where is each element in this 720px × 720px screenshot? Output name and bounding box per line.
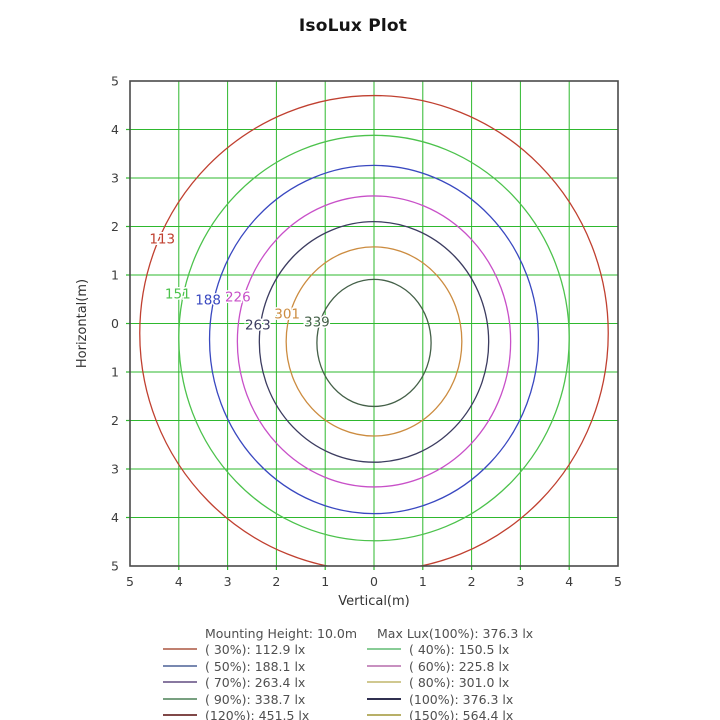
legend-swatch-120pct [163, 714, 197, 717]
legend-label-60pct: ( 60%): 225.8 lx [409, 658, 510, 674]
legend-item-70pct: ( 70%): 263.4 lx [163, 675, 367, 691]
legend-item-100pct: (100%): 376.3 lx [367, 692, 577, 708]
legend-label-50pct: ( 50%): 188.1 lx [205, 658, 306, 674]
contour-label-113: 113 [149, 232, 175, 248]
y-tick-label: 5 [111, 559, 119, 574]
x-tick-label: 1 [419, 574, 427, 589]
y-axis-label: Horizontal(m) [75, 279, 90, 368]
y-tick-label: 3 [111, 462, 119, 477]
y-tick-label: 3 [111, 171, 119, 186]
contour-label-188: 188 [195, 293, 221, 309]
y-tick-label: 1 [111, 365, 119, 380]
contour-50%-188 [208, 164, 540, 515]
y-tick-label: 2 [111, 219, 119, 234]
legend-item-120pct: (120%): 451.5 lx [163, 708, 367, 720]
contour-90%-339 [316, 278, 432, 408]
legend-swatch-90pct [163, 697, 197, 700]
plot-border [129, 80, 619, 567]
y-tick-label: 1 [111, 268, 119, 283]
contour-label-263: 263 [245, 317, 271, 333]
legend-item-80pct: ( 80%): 301.0 lx [367, 675, 577, 691]
legend-label-80pct: ( 80%): 301.0 lx [409, 675, 510, 691]
legend-item-60pct: ( 60%): 225.8 lx [367, 659, 577, 675]
legend-swatch-30pct [163, 648, 197, 651]
legend-label-90pct: ( 90%): 338.7 lx [205, 691, 306, 707]
x-tick-label: 3 [516, 574, 524, 589]
contour-60%-226 [236, 195, 512, 488]
contour-label-151: 151 [165, 286, 191, 302]
legend-swatch-150pct [367, 714, 401, 717]
contour-30%-113 [139, 94, 609, 566]
x-tick-label: 5 [614, 574, 622, 589]
legend-label-70pct: ( 70%): 263.4 lx [205, 675, 306, 691]
legend-swatch-60pct [367, 664, 401, 667]
x-tick-label: 5 [126, 574, 134, 589]
y-tick-label: 2 [111, 413, 119, 428]
x-axis-label: Vertical(m) [338, 594, 409, 609]
contour-label-226: 226 [225, 289, 251, 305]
legend-label-30pct: ( 30%): 112.9 lx [205, 642, 306, 658]
legend-swatch-80pct [367, 681, 401, 684]
legend-item-30pct: ( 30%): 112.9 lx [163, 642, 367, 658]
x-tick-label: 2 [468, 574, 476, 589]
y-tick-label: 0 [111, 316, 119, 331]
legend-item-50pct: ( 50%): 188.1 lx [163, 659, 367, 675]
legend-max-lux: Max Lux(100%): 376.3 lx [377, 626, 534, 641]
contour-label-301: 301 [274, 306, 300, 322]
contour-70%-263 [258, 220, 490, 463]
legend-swatch-70pct [163, 681, 197, 684]
legend-mounting-height: Mounting Height: 10.0m [205, 626, 357, 641]
legend-label-40pct: ( 40%): 150.5 lx [409, 642, 510, 658]
legend-swatch-40pct [367, 648, 401, 651]
legend-item-150pct: (150%): 564.4 lx [367, 708, 577, 720]
x-tick-label: 0 [370, 574, 378, 589]
legend-column-left: Mounting Height: 10.0m ( 30%): 112.9 lx … [163, 626, 367, 720]
legend-swatch-50pct [163, 664, 197, 667]
contour-label-339: 339 [304, 315, 330, 331]
legend-label-100pct: (100%): 376.3 lx [409, 691, 514, 707]
x-tick-label: 4 [175, 574, 183, 589]
legend-item-90pct: ( 90%): 338.7 lx [163, 692, 367, 708]
chart-title: IsoLux Plot [298, 16, 408, 36]
legend-column-right: Max Lux(100%): 376.3 lx ( 40%): 150.5 lx… [367, 626, 577, 720]
y-tick-label: 4 [111, 122, 119, 137]
contour-40%-151 [178, 134, 570, 542]
x-tick-label: 3 [224, 574, 232, 589]
legend-label-150pct: (150%): 564.4 lx [409, 708, 514, 720]
y-tick-label: 4 [111, 510, 119, 525]
legend-swatch-100pct [367, 697, 401, 700]
contour-80%-301 [285, 246, 463, 437]
y-tick-label: 5 [111, 74, 119, 89]
x-tick-label: 4 [565, 574, 573, 589]
legend-label-120pct: (120%): 451.5 lx [205, 708, 310, 720]
legend-item-40pct: ( 40%): 150.5 lx [367, 642, 577, 658]
x-tick-label: 2 [272, 574, 280, 589]
x-tick-label: 1 [321, 574, 329, 589]
